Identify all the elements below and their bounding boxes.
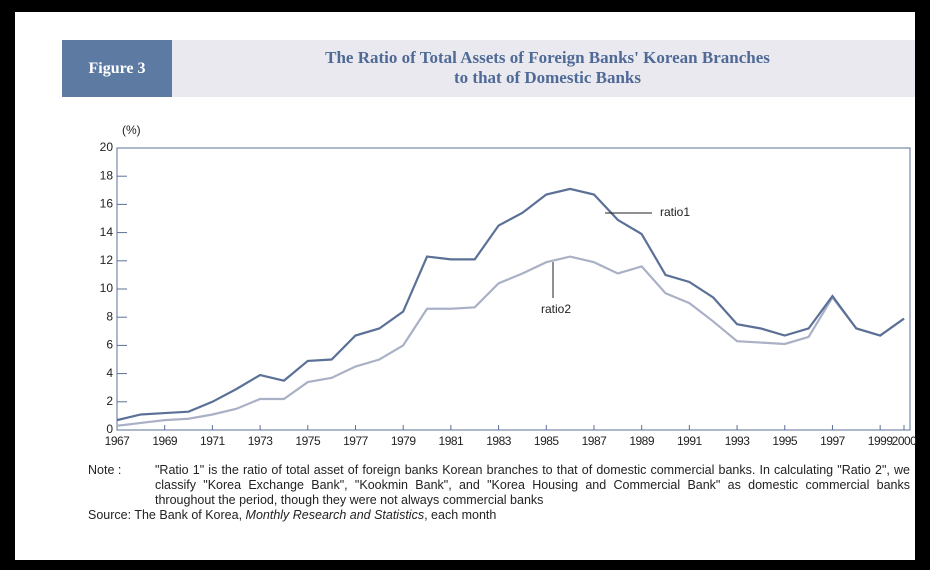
y-tick-label: 14 xyxy=(100,225,114,239)
source-publication: Monthly Research and Statistics xyxy=(245,508,425,522)
x-tick-label: 1983 xyxy=(486,434,512,448)
x-tick-label: 1991 xyxy=(677,434,703,448)
y-tick-label: 16 xyxy=(100,197,114,211)
annotation: ratio1 xyxy=(660,205,690,219)
x-tick-label: 1987 xyxy=(582,434,608,448)
y-tick-label: 0 xyxy=(106,422,113,436)
annotation: ratio2 xyxy=(541,302,571,316)
y-tick-label: 12 xyxy=(100,253,114,267)
y-axis-label: (%) xyxy=(122,123,141,137)
y-tick-label: 6 xyxy=(106,338,113,352)
chart: (%) 0 2 4 6 8 10 12 14 16 18 20 1967 1969 1971 1973 1975… xyxy=(100,123,918,448)
header-band xyxy=(62,40,915,97)
x-tick-label: 1969 xyxy=(152,434,178,448)
y-tick-label: 18 xyxy=(100,168,114,182)
note: Note : "Ratio 1" is the ratio of total a… xyxy=(88,463,910,508)
chart-title: The Ratio of Total Assets of Foreign Ban… xyxy=(325,48,770,87)
x-tick-label: 1985 xyxy=(534,434,560,448)
x-tick-label: 1993 xyxy=(725,434,751,448)
x-tick-label: 1967 xyxy=(105,434,131,448)
y-tick-label: 4 xyxy=(106,366,113,380)
x-tick-label: 1977 xyxy=(343,434,369,448)
x-tick-label: 1975 xyxy=(295,434,321,448)
x-tick-label: 1989 xyxy=(629,434,655,448)
source: Source: The Bank of Korea, Monthly Resea… xyxy=(88,508,910,523)
x-tick-label: 2000 xyxy=(892,434,918,448)
notes: Note : "Ratio 1" is the ratio of total a… xyxy=(88,463,910,523)
x-tick-label: 1997 xyxy=(820,434,846,448)
y-tick-label: 8 xyxy=(106,309,113,323)
source-publisher: The Bank of Korea, xyxy=(134,508,243,522)
panel xyxy=(15,12,915,560)
line-ratio1 xyxy=(116,187,905,422)
y-tick-label: 10 xyxy=(100,281,114,295)
x-tick-label: 1999 xyxy=(868,434,894,448)
figure-label: Figure 3 xyxy=(62,40,172,97)
note-label: Note : xyxy=(88,463,122,477)
source-label: Source: xyxy=(88,508,132,522)
x-tick-label: 1981 xyxy=(439,434,465,448)
x-tick-label: 1971 xyxy=(200,434,226,448)
source-suffix: , each month xyxy=(424,508,497,522)
note-text: "Ratio 1" is the ratio of total asset of… xyxy=(155,463,910,507)
y-tick-label: 2 xyxy=(106,394,113,408)
plot-frame xyxy=(116,147,911,431)
x-tick-label: 1973 xyxy=(248,434,274,448)
x-tick-label: 1979 xyxy=(391,434,417,448)
y-tick-label: 20 xyxy=(100,140,114,154)
line-ratio2 xyxy=(116,255,905,427)
x-tick-label: 1995 xyxy=(772,434,798,448)
